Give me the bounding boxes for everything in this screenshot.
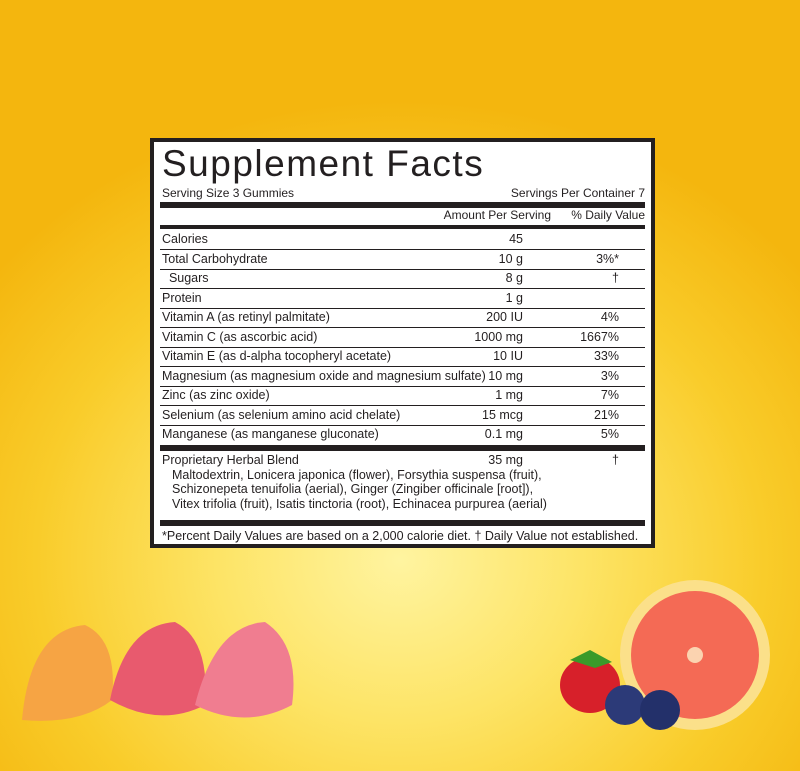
proprietary-blend: Proprietary Herbal Blend 35 mg † Maltode… — [162, 453, 645, 511]
servings-per-container: Servings Per Container 7 — [510, 186, 645, 200]
nutrient-name: Magnesium (as magnesium oxide and magnes… — [162, 368, 486, 383]
nutrient-amount: 8 g — [505, 271, 523, 285]
footnote: *Percent Daily Values are based on a 2,0… — [162, 529, 639, 543]
nutrient-dv: 7% — [600, 388, 619, 402]
blend-ingredients: Vitex trifolia (fruit), Isatis tinctoria… — [172, 496, 547, 511]
nutrient-dv: 33% — [593, 349, 619, 363]
blend-dv: † — [612, 453, 619, 467]
label-title: Supplement Facts — [162, 143, 485, 184]
nutrient-dv: 3% — [600, 368, 619, 383]
nutrient-name: Selenium (as selenium amino acid chelate… — [162, 407, 401, 422]
divider-thick — [160, 520, 645, 526]
amount-header: Amount Per Serving — [443, 208, 551, 222]
nutrient-row: Magnesium (as magnesium oxide and magnes… — [160, 367, 645, 387]
dv-header: % Daily Value — [571, 208, 645, 222]
nutrient-dv: † — [612, 271, 619, 285]
nutrient-amount: 10 IU — [493, 349, 523, 363]
pink-gummy-image — [195, 622, 294, 718]
nutrient-row: Sugars 8 g † — [160, 269, 645, 289]
nutrient-amount: 15 mcg — [482, 407, 523, 422]
nutrient-dv: 1667% — [580, 329, 619, 344]
red-gummy-image — [110, 622, 206, 716]
nutrient-name: Vitamin E (as d-alpha tocopheryl acetate… — [162, 349, 392, 363]
nutrient-row: Vitamin E (as d-alpha tocopheryl acetate… — [160, 347, 645, 367]
nutrient-name: Vitamin A (as retinyl palmitate) — [162, 310, 330, 324]
nutrient-name: Calories — [162, 232, 208, 246]
blend-ingredients: Maltodextrin, Lonicera japonica (flower)… — [172, 467, 542, 482]
nutrient-amount: 1000 mg — [474, 329, 523, 344]
nutrient-name: Zinc (as zinc oxide) — [162, 388, 270, 402]
nutrient-row: Selenium (as selenium amino acid chelate… — [160, 406, 645, 426]
blend-name: Proprietary Herbal Blend — [162, 453, 299, 467]
nutrient-amount: 200 IU — [486, 310, 523, 324]
blend-amount: 35 mg — [488, 453, 523, 467]
nutrient-name: Total Carbohydrate — [162, 251, 268, 266]
nutrient-name: Vitamin C (as ascorbic acid) — [162, 329, 318, 344]
blueberry-image — [605, 685, 680, 730]
nutrient-row: Zinc (as zinc oxide) 1 mg 7% — [160, 386, 645, 406]
nutrient-amount: 45 — [509, 232, 523, 246]
divider-thick — [160, 202, 645, 208]
nutrient-dv: 21% — [593, 407, 619, 422]
nutrient-name: Sugars — [162, 271, 209, 285]
nutrient-row: Vitamin A (as retinyl palmitate) 200 IU 4% — [160, 308, 645, 328]
nutrient-name: Manganese (as manganese gluconate) — [162, 427, 379, 441]
nutrient-amount: 1 mg — [495, 388, 523, 402]
serving-size: Serving Size 3 Gummies — [162, 186, 295, 200]
blend-ingredients: Schizonepeta tenuifolia (aerial), Ginger… — [172, 482, 534, 496]
nutrient-amount: 10 mg — [488, 368, 523, 383]
supplement-facts-label: Supplement Facts Serving Size 3 Gummies … — [150, 138, 655, 548]
nutrient-row: Vitamin C (as ascorbic acid) 1000 mg 1667% — [160, 328, 645, 348]
nutrient-row: Calories 45 — [160, 230, 645, 250]
nutrient-dv: 5% — [600, 427, 619, 441]
nutrient-dv: 4% — [600, 310, 619, 324]
nutrient-row: Manganese (as manganese gluconate) 0.1 mg… — [160, 425, 645, 444]
nutrient-dv: 3%* — [596, 251, 619, 266]
orange-gummy-image — [22, 625, 113, 721]
nutrient-amount: 1 g — [505, 290, 523, 305]
strawberry-image — [560, 650, 620, 713]
divider-thick — [160, 225, 645, 229]
nutrient-row: Total Carbohydrate 10 g 3%* — [160, 250, 645, 270]
nutrient-amount: 0.1 mg — [484, 427, 523, 441]
nutrient-row: Protein 1 g — [160, 289, 645, 309]
nutrient-amount: 10 g — [498, 251, 523, 266]
nutrient-name: Protein — [162, 290, 202, 305]
divider-thick — [160, 445, 645, 451]
